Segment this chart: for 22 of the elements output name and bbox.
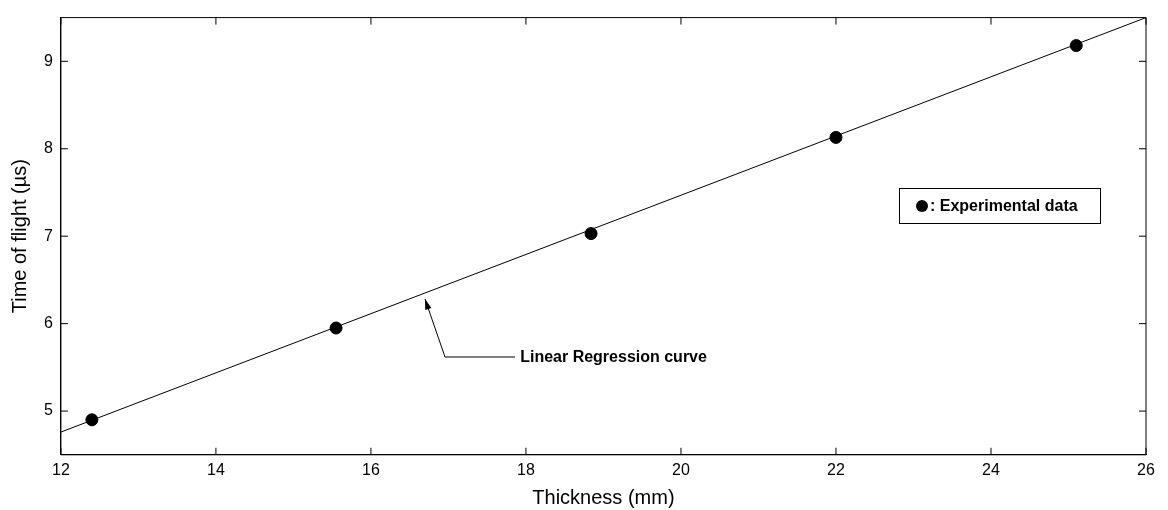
point (85, 413, 99, 427)
x-tick-label: 24 (982, 460, 1000, 478)
x-tick-label: 16 (362, 460, 380, 478)
x-tick-label: 20 (672, 460, 690, 478)
point (829, 130, 843, 144)
y-axis-title: Time of flight (µs) (7, 159, 30, 314)
point (584, 227, 598, 241)
annotation: Linear Regression curve (520, 348, 707, 367)
x-axis-title: Thickness (mm) (532, 485, 675, 508)
point (329, 321, 343, 335)
y-tick-label: 7 (43, 226, 53, 244)
x-tick-label: 22 (827, 460, 845, 478)
x-tick-label: 14 (207, 460, 225, 478)
y-tick-label: 6 (43, 314, 53, 332)
point (1069, 39, 1083, 53)
x-tick-label: 26 (1137, 460, 1155, 478)
x-tick-label: 18 (517, 460, 535, 478)
y-tick-label: 9 (43, 51, 53, 69)
y-tick-label: 8 (43, 139, 53, 157)
legend-label: : Experimental data (930, 197, 1078, 216)
y-tick-label: 5 (43, 401, 53, 419)
x-tick-label: 12 (52, 460, 70, 478)
